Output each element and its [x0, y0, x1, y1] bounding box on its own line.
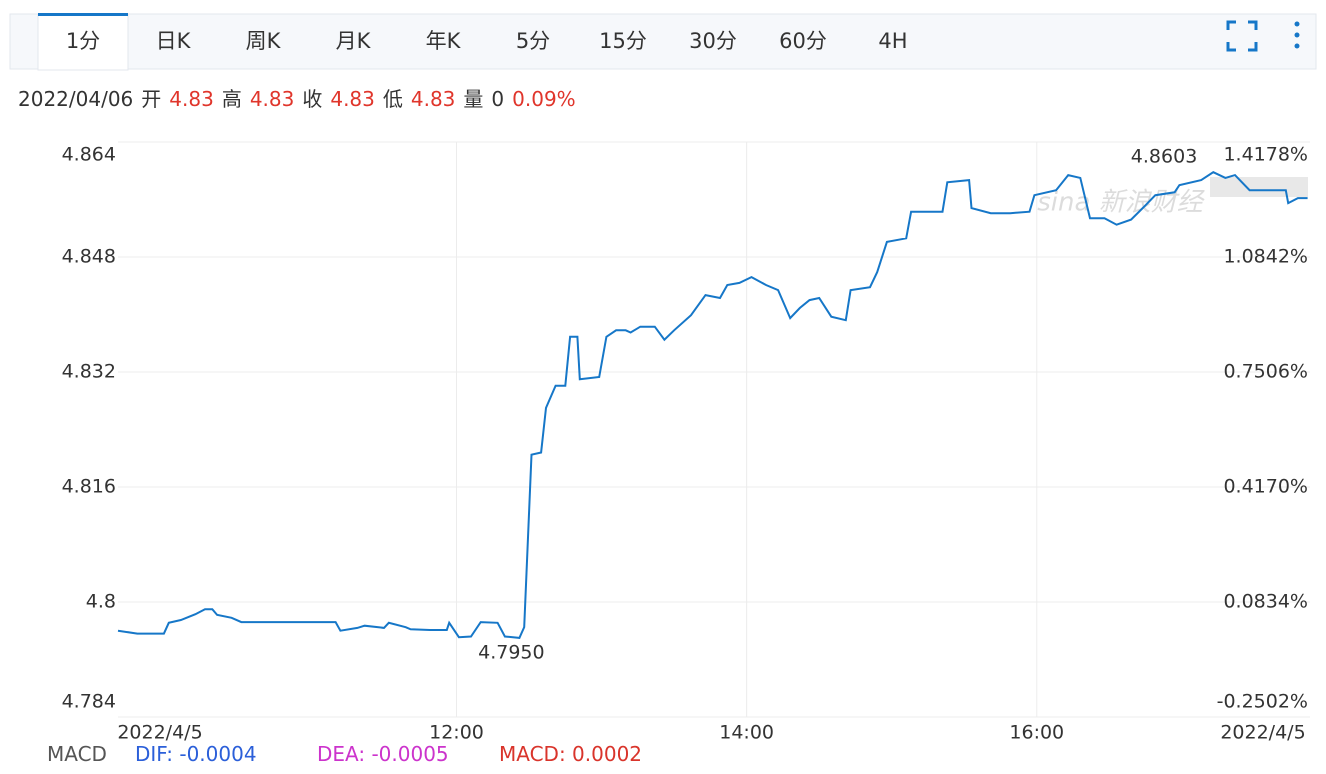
info-value: 4.83	[411, 87, 456, 111]
x-end-label: 2022/4/5	[1220, 722, 1305, 744]
y2-tick-label: 1.4178%	[1223, 144, 1308, 166]
tab[interactable]: 1分	[66, 29, 100, 53]
info-label: 量	[463, 87, 483, 111]
tab-bar	[9, 13, 1317, 70]
info-date: 2022/04/06	[18, 87, 133, 111]
tab[interactable]: 15分	[599, 29, 647, 53]
y2-tick-label: 0.0834%	[1223, 591, 1308, 613]
tab[interactable]: 周K	[246, 29, 282, 53]
shade	[1210, 177, 1308, 197]
price-line	[117, 171, 1308, 639]
tab[interactable]: 日K	[156, 29, 192, 53]
y-tick-label: 4.816	[62, 476, 116, 498]
y-tick-label: 4.832	[62, 361, 116, 383]
info-value: 0	[491, 87, 504, 111]
more-icon[interactable]	[1294, 21, 1300, 49]
x-start-label: 2022/4/5	[117, 722, 202, 744]
tab[interactable]: 60分	[779, 29, 827, 53]
info-value: 4.83	[250, 87, 295, 111]
y-tick-label: 4.848	[62, 246, 116, 268]
info-row: 2022/04/06 开 4.83 高 4.83 收 4.83 低 4.83 量 0 0.09%	[18, 87, 576, 111]
tab[interactable]: 30分	[689, 29, 737, 53]
active-tab	[37, 14, 129, 71]
info-label: 低	[383, 87, 403, 111]
y2-tick-label: -0.2502%	[1217, 691, 1308, 713]
chart: sina 新浪财经 4.784 4.8 4.816 4.832 4.848 4.864 -0…	[62, 141, 1310, 744]
y-tick-label: 4.8	[86, 591, 116, 613]
watermark: sina 新浪财经	[1037, 188, 1205, 218]
macd-item: MACD	[47, 742, 107, 766]
tab[interactable]: 5分	[516, 29, 550, 53]
tab[interactable]: 4H	[878, 29, 907, 53]
macd-item: DEA: -0.0005	[317, 742, 449, 766]
min-label: 4.7950	[478, 641, 544, 663]
tab[interactable]: 月K	[336, 29, 372, 53]
max-label: 4.8603	[1131, 146, 1197, 168]
info-value: 4.83	[330, 87, 375, 111]
info-label: 高	[222, 87, 242, 111]
y2-tick-label: 0.4170%	[1223, 476, 1308, 498]
active-tab-bar	[38, 13, 128, 16]
info-change: 0.09%	[512, 87, 576, 111]
macd-row: MACD DIF: -0.0004 DEA: -0.0005 MACD: 0.0002	[47, 742, 642, 766]
info-label: 开	[141, 87, 161, 111]
x-tick-label: 12:00	[429, 722, 484, 744]
y2-tick-label: 1.0842%	[1223, 246, 1308, 268]
info-label: 收	[302, 87, 322, 111]
y-tick-label: 4.864	[62, 144, 116, 166]
tabs: 1分 日K 周K 月K 年K 5分 15分 30分 60分 4H	[37, 13, 908, 71]
y2-tick-label: 0.7506%	[1223, 361, 1308, 383]
tab[interactable]: 年K	[426, 29, 462, 53]
macd-item: DIF: -0.0004	[135, 742, 257, 766]
fullscreen-icon[interactable]	[1226, 20, 1258, 52]
x-tick-label: 16:00	[1009, 722, 1064, 744]
macd-item: MACD: 0.0002	[499, 742, 642, 766]
x-tick-label: 14:00	[719, 722, 774, 744]
y-tick-label: 4.784	[62, 691, 116, 713]
info-value: 4.83	[169, 87, 214, 111]
